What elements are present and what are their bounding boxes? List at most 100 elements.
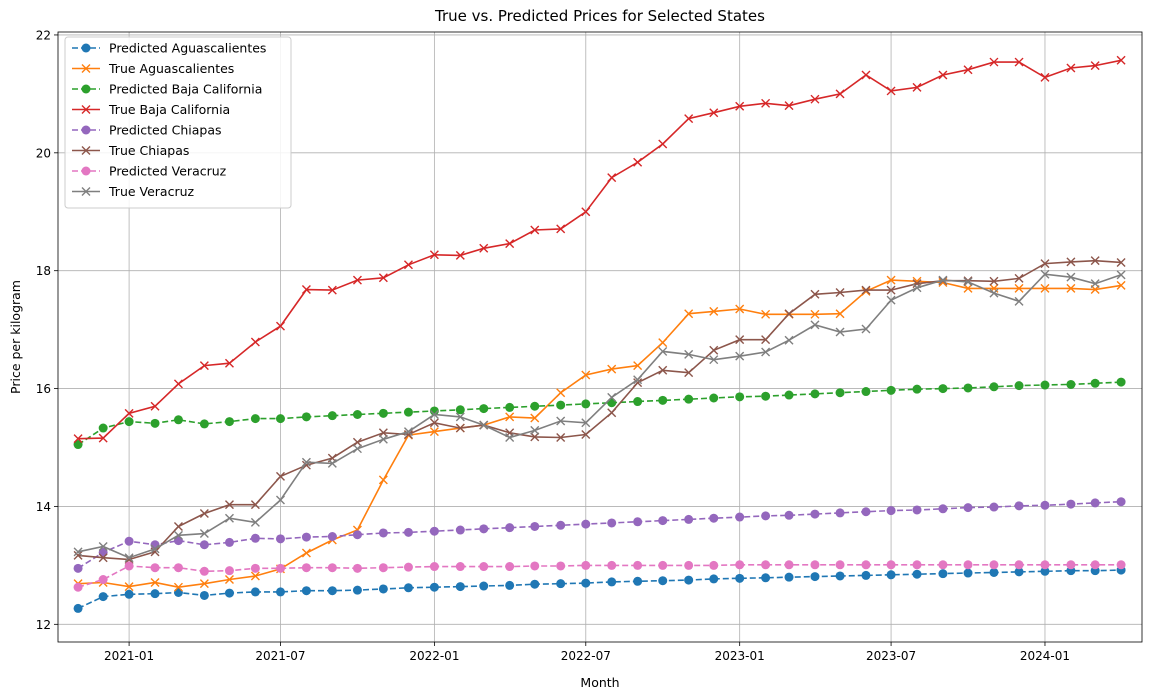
data-point	[963, 568, 973, 578]
data-point	[607, 518, 617, 528]
data-point	[530, 225, 540, 235]
legend-label: True Baja California	[108, 102, 230, 117]
data-point	[429, 250, 439, 260]
data-point	[607, 392, 617, 402]
data-point	[607, 173, 617, 183]
legend-label: Predicted Baja California	[109, 82, 262, 97]
data-point	[150, 563, 160, 573]
data-point	[684, 575, 694, 585]
data-point	[275, 471, 285, 481]
data-point	[199, 361, 209, 371]
data-point	[73, 582, 83, 592]
data-point	[709, 513, 719, 523]
data-point	[378, 273, 388, 283]
series-7	[73, 269, 1126, 563]
data-point	[1116, 377, 1126, 387]
data-point	[301, 412, 311, 422]
data-point	[301, 563, 311, 573]
data-point	[530, 579, 540, 589]
data-point	[124, 561, 134, 571]
data-point	[403, 562, 413, 572]
data-point	[429, 427, 439, 437]
data-point	[835, 560, 845, 570]
data-point	[1116, 270, 1126, 280]
data-point	[150, 418, 160, 428]
data-point	[327, 532, 337, 542]
data-point	[352, 530, 362, 540]
data-point	[173, 521, 183, 531]
data-point	[98, 433, 108, 443]
data-point	[530, 401, 540, 411]
data-point	[835, 327, 845, 337]
data-point	[530, 561, 540, 571]
data-point	[98, 592, 108, 602]
data-point	[429, 526, 439, 536]
data-point	[556, 520, 566, 530]
data-point	[173, 582, 183, 592]
data-point	[301, 586, 311, 596]
data-point	[73, 603, 83, 613]
legend-item: Predicted Veracruz	[72, 164, 227, 179]
data-point	[810, 289, 820, 299]
data-point	[684, 514, 694, 524]
data-point	[429, 410, 439, 419]
legend-marker	[81, 84, 91, 94]
data-point	[735, 351, 745, 361]
data-point	[1090, 256, 1100, 266]
data-point	[861, 285, 871, 295]
data-point	[352, 410, 362, 420]
data-point	[173, 415, 183, 425]
data-point	[73, 550, 83, 560]
legend-item: True Chiapas	[72, 143, 189, 158]
data-point	[1014, 296, 1024, 306]
data-point	[861, 324, 871, 334]
x-tick-label: 2024-01	[1020, 649, 1070, 663]
data-point	[378, 408, 388, 418]
legend: Predicted Aguascalientes True Aguascalien…	[64, 36, 292, 209]
data-point	[173, 530, 183, 540]
data-point	[505, 239, 515, 249]
data-point	[556, 388, 566, 398]
data-point	[505, 562, 515, 572]
data-point	[1040, 283, 1050, 293]
data-point	[810, 94, 820, 104]
data-point	[250, 571, 260, 581]
data-point	[1014, 57, 1024, 67]
data-point	[735, 392, 745, 402]
data-point	[505, 523, 515, 533]
data-point	[1040, 72, 1050, 82]
data-point	[810, 309, 820, 319]
data-point	[784, 572, 794, 582]
data-point	[886, 385, 896, 395]
data-point	[275, 321, 285, 331]
x-tick-label: 2021-07	[255, 649, 305, 663]
data-point	[505, 432, 515, 442]
data-point	[684, 394, 694, 404]
data-point	[912, 505, 922, 515]
data-point	[98, 423, 108, 433]
data-point	[1014, 283, 1024, 293]
data-point	[607, 408, 617, 418]
data-point	[429, 582, 439, 592]
data-point	[607, 577, 617, 587]
data-point	[224, 537, 234, 547]
data-point	[199, 540, 209, 550]
data-point	[530, 413, 540, 423]
data-point	[1116, 497, 1126, 507]
data-point	[455, 562, 465, 572]
legend-label: Predicted Veracruz	[109, 164, 227, 179]
data-point	[658, 560, 668, 570]
data-point	[275, 534, 285, 544]
data-point	[989, 502, 999, 512]
legend-box	[64, 36, 292, 209]
data-point	[250, 337, 260, 347]
data-point	[224, 417, 234, 427]
data-point	[1014, 501, 1024, 511]
data-point	[455, 250, 465, 260]
data-point	[479, 420, 489, 430]
data-point	[479, 524, 489, 534]
data-point	[761, 335, 771, 345]
data-point	[352, 563, 362, 573]
data-point	[199, 419, 209, 429]
data-point	[1066, 272, 1076, 282]
